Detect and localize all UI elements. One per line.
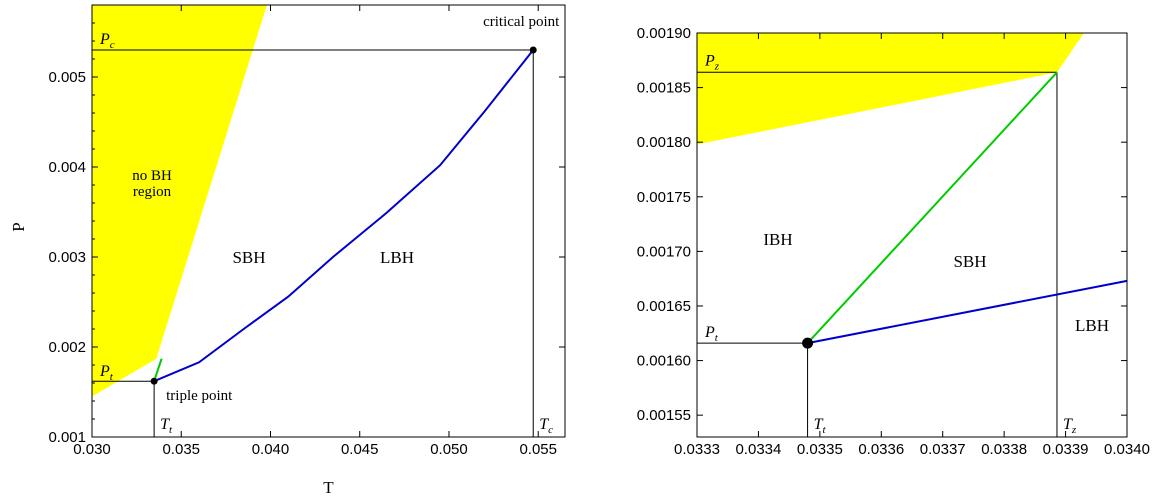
series-line-blue xyxy=(807,279,1128,345)
triple-point-label: triple point xyxy=(166,388,233,404)
y-tick-label: 0.004 xyxy=(48,159,86,176)
series-line-green xyxy=(806,71,1058,344)
sbh-region-label: SBH xyxy=(232,248,265,267)
tz-guide-label: Tz xyxy=(1063,416,1077,436)
y-tick-label: 0.00185 xyxy=(637,80,691,97)
y-tick-label: 0.00160 xyxy=(637,353,691,370)
critical-point-label: critical point xyxy=(483,14,560,30)
chart-left: 0.030 0.035 0.040 0.045 0.050 0.055 0.001 0.002… xyxy=(9,4,566,497)
tt-guide-label: Tt xyxy=(814,416,827,436)
x-tick-label: 0.0336 xyxy=(858,441,904,458)
y-tick-label: 0.005 xyxy=(48,69,86,86)
x-tick-label: 0.035 xyxy=(162,441,200,458)
y-tick-label: 0.00190 xyxy=(637,25,691,42)
x-tick-label: 0.0340 xyxy=(1104,441,1150,458)
x-axis-label: T xyxy=(323,478,334,497)
sbh-region-label: SBH xyxy=(953,252,986,271)
tt-guide-label: Tt xyxy=(160,416,173,436)
pc-guide-label: Pc xyxy=(99,31,115,51)
pt-guide-label: Pt xyxy=(99,363,114,383)
x-tick-label: 0.040 xyxy=(252,441,290,458)
no-bh-region xyxy=(92,5,267,397)
y-tick-label: 0.002 xyxy=(48,339,86,356)
pz-guide-label: Pz xyxy=(704,52,720,72)
pt-guide-label: Pt xyxy=(704,324,719,344)
critical-point-marker xyxy=(529,46,537,54)
x-tick-label: 0.045 xyxy=(341,441,379,458)
y-tick-label: 0.00175 xyxy=(637,189,691,206)
no-bh-region-label-line1: no BH xyxy=(132,168,172,184)
x-tick-label: 0.0337 xyxy=(920,441,966,458)
x-tick-label: 0.055 xyxy=(519,441,557,458)
no-bh-region-label-line2: region xyxy=(133,184,172,200)
x-tick-label: 0.0334 xyxy=(735,441,781,458)
x-tick-label: 0.030 xyxy=(73,441,111,458)
series-line-green xyxy=(153,358,163,382)
triple-point-marker xyxy=(150,377,158,385)
y-axis-label: P xyxy=(9,222,28,231)
lbh-region-label: LBH xyxy=(380,248,414,267)
x-tick-label: 0.0338 xyxy=(981,441,1027,458)
y-tick-label: 0.003 xyxy=(48,249,86,266)
y-tick-label: 0.00165 xyxy=(637,298,691,315)
y-tick-label: 0.00155 xyxy=(637,407,691,424)
tc-guide-label: Tc xyxy=(539,416,553,436)
plot-frame xyxy=(696,32,1128,438)
x-tick-label: 0.0333 xyxy=(674,441,720,458)
ibh-region-label: IBH xyxy=(763,230,792,249)
y-tick-label: 0.00180 xyxy=(637,134,691,151)
series-line-blue xyxy=(153,49,534,383)
y-tick-label: 0.00170 xyxy=(637,243,691,260)
chart-right: 0.0333 0.0334 0.0335 0.0336 0.0337 0.0338 0.03… xyxy=(637,25,1150,458)
x-tick-label: 0.050 xyxy=(430,441,468,458)
lbh-region-label: LBH xyxy=(1075,316,1109,335)
x-tick-label: 0.0339 xyxy=(1043,441,1089,458)
no-bh-region xyxy=(697,33,1084,145)
x-tick-label: 0.0335 xyxy=(797,441,843,458)
y-tick-label: 0.001 xyxy=(48,429,86,446)
triple-point-marker xyxy=(802,337,814,349)
